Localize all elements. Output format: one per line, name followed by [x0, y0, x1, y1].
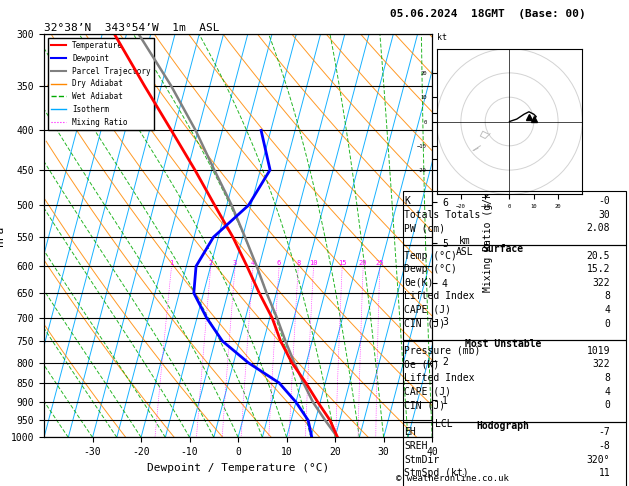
Text: 05.06.2024  18GMT  (Base: 00): 05.06.2024 18GMT (Base: 00): [390, 9, 586, 19]
Text: 8: 8: [604, 292, 610, 301]
Text: -7: -7: [598, 428, 610, 437]
Text: 320°: 320°: [587, 455, 610, 465]
Text: 0: 0: [604, 400, 610, 410]
Text: 20.5: 20.5: [587, 251, 610, 260]
Text: Surface: Surface: [482, 244, 524, 254]
Text: SREH: SREH: [404, 441, 428, 451]
Text: CAPE (J): CAPE (J): [404, 305, 452, 315]
Text: Mixing Ratio (g/kg): Mixing Ratio (g/kg): [482, 180, 493, 292]
Text: 25: 25: [376, 260, 384, 266]
Text: 8: 8: [296, 260, 301, 266]
X-axis label: Dewpoint / Temperature (°C): Dewpoint / Temperature (°C): [147, 463, 329, 473]
Text: Lifted Index: Lifted Index: [404, 373, 475, 383]
Y-axis label: km
ASL: km ASL: [455, 236, 473, 257]
Text: Lifted Index: Lifted Index: [404, 292, 475, 301]
Text: Totals Totals: Totals Totals: [404, 210, 481, 220]
Text: 11: 11: [598, 469, 610, 478]
Text: 1019: 1019: [587, 346, 610, 356]
Text: θe(K): θe(K): [404, 278, 434, 288]
Text: 322: 322: [593, 360, 610, 369]
Text: 6: 6: [277, 260, 281, 266]
Text: Dewp (°C): Dewp (°C): [404, 264, 457, 274]
Text: 20: 20: [359, 260, 367, 266]
Text: 8: 8: [604, 373, 610, 383]
Text: CIN (J): CIN (J): [404, 400, 445, 410]
Text: kt: kt: [437, 33, 447, 42]
Text: PW (cm): PW (cm): [404, 224, 445, 233]
Text: 30: 30: [598, 210, 610, 220]
Text: 3: 3: [233, 260, 237, 266]
Legend: Temperature, Dewpoint, Parcel Trajectory, Dry Adiabat, Wet Adiabat, Isotherm, Mi: Temperature, Dewpoint, Parcel Trajectory…: [48, 38, 154, 130]
Text: Temp (°C): Temp (°C): [404, 251, 457, 260]
Text: θe (K): θe (K): [404, 360, 440, 369]
Text: 4: 4: [604, 305, 610, 315]
Text: CAPE (J): CAPE (J): [404, 387, 452, 397]
Y-axis label: hPa: hPa: [0, 226, 5, 246]
Text: Most Unstable: Most Unstable: [465, 339, 542, 349]
Text: 4: 4: [604, 387, 610, 397]
Text: -0: -0: [598, 196, 610, 206]
Text: 2.08: 2.08: [587, 224, 610, 233]
Text: 15.2: 15.2: [587, 264, 610, 274]
Text: 322: 322: [593, 278, 610, 288]
Text: Hodograph: Hodograph: [477, 421, 530, 431]
Text: StmDir: StmDir: [404, 455, 440, 465]
Text: CIN (J): CIN (J): [404, 319, 445, 329]
Text: 15: 15: [338, 260, 347, 266]
Text: EH: EH: [404, 428, 416, 437]
Text: 4: 4: [251, 260, 255, 266]
Text: 10: 10: [309, 260, 318, 266]
Text: 1: 1: [169, 260, 174, 266]
Text: 2: 2: [209, 260, 213, 266]
Text: StmSpd (kt): StmSpd (kt): [404, 469, 469, 478]
Text: 0: 0: [604, 319, 610, 329]
Text: -8: -8: [598, 441, 610, 451]
Text: K: K: [404, 196, 410, 206]
Text: LCL: LCL: [435, 419, 452, 429]
Text: © weatheronline.co.uk: © weatheronline.co.uk: [396, 474, 509, 483]
Text: Pressure (mb): Pressure (mb): [404, 346, 481, 356]
Text: 32°38’N  343°54’W  1m  ASL: 32°38’N 343°54’W 1m ASL: [44, 23, 220, 33]
